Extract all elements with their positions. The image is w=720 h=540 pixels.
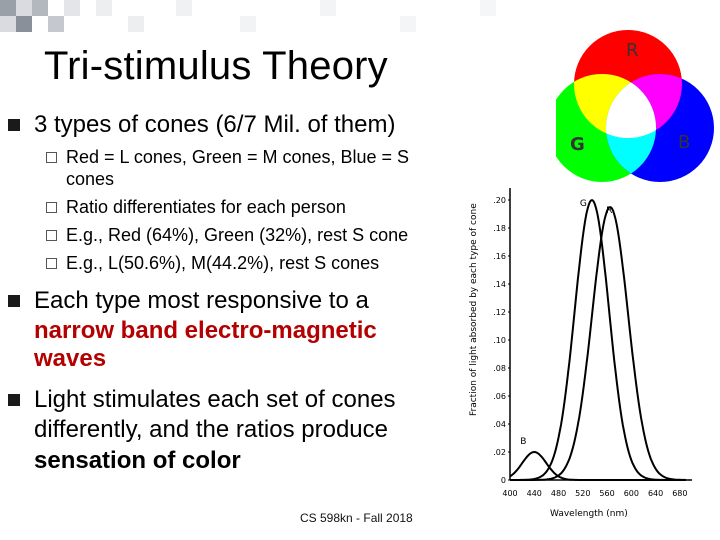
slide-title: Tri-stimulus Theory [44, 44, 388, 88]
sub-bullet-marker [46, 202, 57, 213]
curve-label-r: R [606, 206, 612, 216]
x-tick-label: 600 [624, 489, 639, 498]
x-tick-label: 520 [575, 489, 590, 498]
venn-label-b: B [678, 132, 690, 153]
y-tick-label: .16 [493, 252, 506, 261]
sub-bullet-lmsb-cont: cones [66, 169, 115, 189]
curve-label-g: G [580, 199, 587, 209]
curve-g [510, 199, 686, 481]
white-overlap [606, 74, 656, 138]
highlight-waves: waves [34, 345, 107, 372]
curve-label-b: B [520, 437, 526, 447]
highlight-narrow-band: narrow band electro-magnetic [34, 317, 377, 344]
slide-footer: CS 598kn - Fall 2018 [300, 511, 413, 525]
bullet-light-stimulates: Light stimulates each set of cones [34, 386, 396, 413]
curve-b [509, 450, 686, 481]
sub-bullet-marker [46, 152, 57, 163]
y-tick-label: .14 [493, 280, 506, 289]
bullet-cones-count: 3 types of cones (6/7 Mil. of them) [34, 111, 396, 138]
sub-bullet-lmsb: Red = L cones, Green = M cones, Blue = S [66, 147, 410, 167]
x-tick-label: 640 [648, 489, 663, 498]
y-tick-label: .04 [493, 420, 506, 429]
highlight-sensation: sensation of color [34, 447, 241, 474]
x-tick-label: 400 [502, 489, 517, 498]
y-tick-label: .12 [493, 308, 506, 317]
y-tick-label: .02 [493, 448, 506, 457]
sub-bullet-ratio: Ratio differentiates for each person [66, 197, 346, 217]
x-tick-label: 560 [599, 489, 614, 498]
bullet-light-stimulates-cont: differently, and the ratios produce [34, 416, 388, 443]
y-tick-label: 0 [501, 476, 506, 485]
y-tick-label: .08 [493, 364, 506, 373]
y-tick-label: .18 [493, 224, 506, 233]
bullet-marker [8, 295, 20, 307]
sub-bullet-eg-rgb: E.g., Red (64%), Green (32%), rest S con… [66, 225, 409, 245]
sub-bullet-marker [46, 230, 57, 241]
bullet-marker [8, 119, 20, 131]
y-axis-title: Fraction of light absorbed by each type … [469, 203, 479, 416]
x-axis-title: Wavelength (nm) [550, 509, 628, 519]
x-tick-label: 440 [527, 489, 542, 498]
y-tick-label: .10 [493, 336, 506, 345]
venn-label-g: G [570, 134, 585, 155]
bullet-marker [8, 394, 20, 406]
sub-bullet-eg-lms: E.g., L(50.6%), M(44.2%), rest S cones [66, 253, 380, 273]
x-tick-label: 680 [672, 489, 687, 498]
sub-bullet-marker [46, 258, 57, 269]
cone-absorption-chart: Fraction of light absorbed by each type … [469, 188, 692, 519]
bullet-responsive: Each type most responsive to a [34, 287, 369, 314]
y-tick-label: .20 [493, 196, 506, 205]
decorative-checker-header [0, 0, 720, 34]
venn-label-r: R [626, 40, 639, 61]
rgb-venn-diagram: R G B [556, 30, 714, 182]
x-tick-label: 480 [551, 489, 566, 498]
curve-r [510, 206, 686, 481]
y-tick-label: .06 [493, 392, 506, 401]
